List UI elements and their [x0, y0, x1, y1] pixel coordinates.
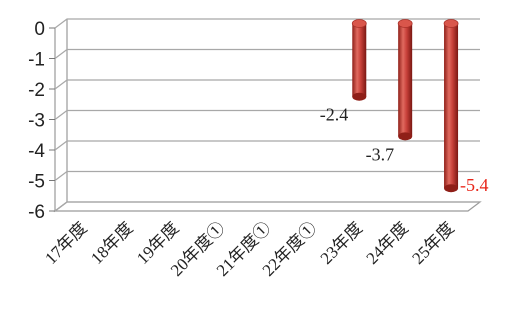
y-tick-label: -2	[28, 80, 45, 101]
gridline	[54, 201, 480, 212]
y-tick-label: -5	[28, 172, 45, 193]
y-tick-label: -1	[28, 50, 45, 71]
y-tick-label: -6	[28, 202, 45, 223]
bars	[351, 19, 459, 193]
floor	[53, 201, 482, 212]
gridline	[54, 170, 480, 181]
chart-walls	[53, 19, 482, 213]
gridline	[54, 18, 480, 29]
y-tick-label: -3	[28, 111, 45, 132]
x-tick-label: 17年度	[41, 218, 90, 267]
gridline	[54, 109, 480, 120]
y-tick-label: -4	[28, 141, 45, 162]
bar	[397, 19, 413, 141]
bar	[443, 19, 459, 193]
gridline	[54, 79, 480, 90]
bar	[351, 19, 367, 101]
y-axis-ticks: 0 -1 -2 -3 -4 -5 -6	[28, 19, 55, 223]
x-tick-label: 18年度	[87, 218, 136, 267]
data-labels: -2.4 -3.7 -5.4	[320, 105, 489, 196]
x-tick-label: 23年度	[317, 218, 366, 267]
data-label: -2.4	[320, 105, 349, 125]
x-tick-label: 25年度	[408, 218, 457, 267]
x-tick-label: 24年度	[362, 218, 411, 267]
gridlines	[54, 18, 480, 212]
gridline	[54, 48, 480, 59]
gridline	[54, 140, 480, 151]
data-label: -3.7	[366, 144, 395, 164]
data-label: -5.4	[460, 175, 489, 195]
y-tick-label: 0	[34, 19, 45, 40]
